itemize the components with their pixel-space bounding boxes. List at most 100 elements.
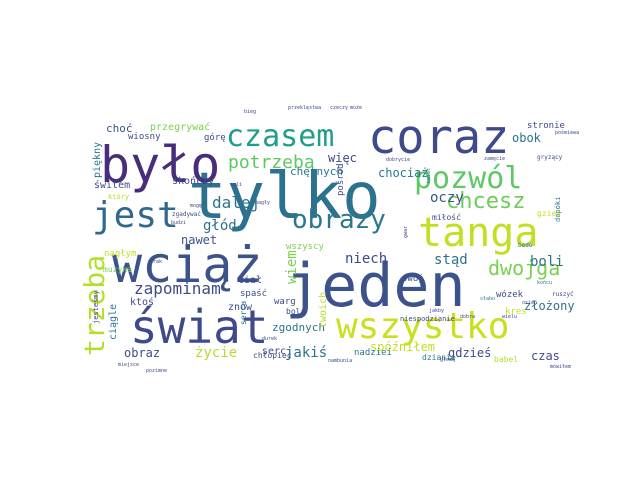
word-60: dzianie [422, 353, 456, 362]
word-75: dobrycie [386, 157, 410, 163]
word-24: obok [512, 131, 542, 145]
word-1: tylko [188, 160, 381, 234]
word-33: spóźniłem [370, 340, 435, 354]
word-7: wszystko [336, 306, 509, 347]
word-40: świtem [94, 179, 130, 191]
word-70: niespodzianie [400, 315, 455, 323]
word-15: zapominam [134, 279, 221, 298]
word-91: sali [230, 182, 242, 188]
word-49: spaść [240, 288, 267, 299]
word-37: przegrywać [150, 121, 210, 133]
word-69: zgadywać [172, 211, 201, 218]
word-97: dobra [460, 314, 475, 320]
word-38: chętnych [290, 165, 343, 178]
word-78: może [350, 105, 362, 111]
word-22: oczy [430, 190, 464, 206]
word-101: pozimne [146, 368, 167, 374]
word-8: pozwól [414, 161, 522, 196]
word-85: głową [440, 357, 455, 363]
word-62: bolą [286, 307, 305, 316]
word-36: choć [106, 122, 133, 135]
word-90: mogę [190, 203, 202, 209]
word-41: wiosny [128, 132, 161, 142]
word-0: jeden [285, 251, 466, 321]
word-95: nambunia [328, 358, 352, 364]
word-98: gwar [403, 226, 409, 238]
word-87: mówiłem [550, 363, 571, 370]
word-27: obraz [124, 346, 160, 360]
word-30: czas [531, 349, 560, 363]
word-11: obrazy [292, 205, 386, 235]
word-19: niech [345, 251, 387, 267]
word-81: jakby [429, 308, 444, 314]
word-71: kwiat [426, 168, 432, 183]
word-72: dopóki [554, 197, 562, 222]
word-6: tanga [418, 210, 538, 256]
word-61: babel [494, 355, 518, 364]
word-57: kres [505, 307, 527, 317]
word-76: przeklęstwa [288, 105, 321, 111]
word-42: piękny [92, 142, 103, 178]
word-21: boli [530, 254, 564, 270]
word-51: górę [204, 132, 226, 143]
word-77: czeczy [330, 105, 348, 111]
word-65: muzyka [103, 265, 132, 274]
word-82: słabo [480, 296, 495, 302]
word-84: bede [518, 242, 533, 249]
word-64: nagłym [104, 249, 137, 259]
word-96: osień [522, 299, 537, 306]
word-32: złożony [524, 299, 575, 313]
word-46: ciał [238, 275, 262, 286]
word-54: nadziei [354, 348, 392, 358]
word-18: głód [203, 218, 237, 234]
word-68: miłość [432, 212, 461, 222]
word-92: nagły [255, 200, 270, 206]
word-56: wózek [496, 289, 524, 300]
word-20: stąd [434, 252, 468, 268]
word-99: budzi [171, 220, 186, 226]
word-100: bieg [244, 109, 256, 115]
word-50: stronie [527, 121, 565, 131]
word-23: nawet [181, 233, 217, 247]
word-89: drak [150, 259, 162, 265]
word-63: sercu [239, 301, 248, 325]
word-80: gzieś [537, 208, 561, 218]
word-34: zgodnych [272, 321, 325, 334]
word-2: było [100, 136, 220, 194]
word-47: ktoś [130, 296, 154, 308]
word-74: zamęcie [484, 156, 505, 162]
word-26: chociaż [378, 166, 429, 180]
word-29: jakiś [285, 345, 327, 361]
word-88: pośmiewa [555, 129, 579, 136]
word-14: dwojga [488, 256, 560, 280]
word-25: więc [328, 151, 357, 165]
word-59: chłopiec [253, 351, 292, 360]
word-52: pośród [335, 163, 346, 196]
word-35: wiem [284, 250, 300, 284]
word-9: jest [92, 195, 179, 236]
word-93: durek [262, 336, 277, 342]
word-39: skończy [172, 175, 214, 187]
word-45: znów [228, 301, 253, 313]
word-16: potrzeba [228, 152, 315, 173]
word-94: miejsce [118, 362, 139, 368]
word-12: chcesz [446, 189, 525, 214]
word-44: serc [262, 346, 286, 357]
word-3: coraz [368, 110, 509, 165]
word-28: życie [195, 345, 237, 361]
word-31: gdzieś [448, 346, 491, 360]
word-73: gryzący [537, 154, 563, 161]
word-86: ruszyć [552, 291, 574, 298]
word-79: końcu [537, 279, 552, 286]
word-13: trzeba [78, 255, 111, 356]
word-66: jesteśmy [92, 290, 100, 324]
word-10: czasem [226, 119, 334, 154]
word-55: swój [402, 273, 424, 284]
word-17: dalej [212, 193, 260, 212]
word-83: wielu [502, 314, 517, 320]
word-67: który [108, 193, 129, 201]
word-58: twoich [318, 292, 329, 328]
